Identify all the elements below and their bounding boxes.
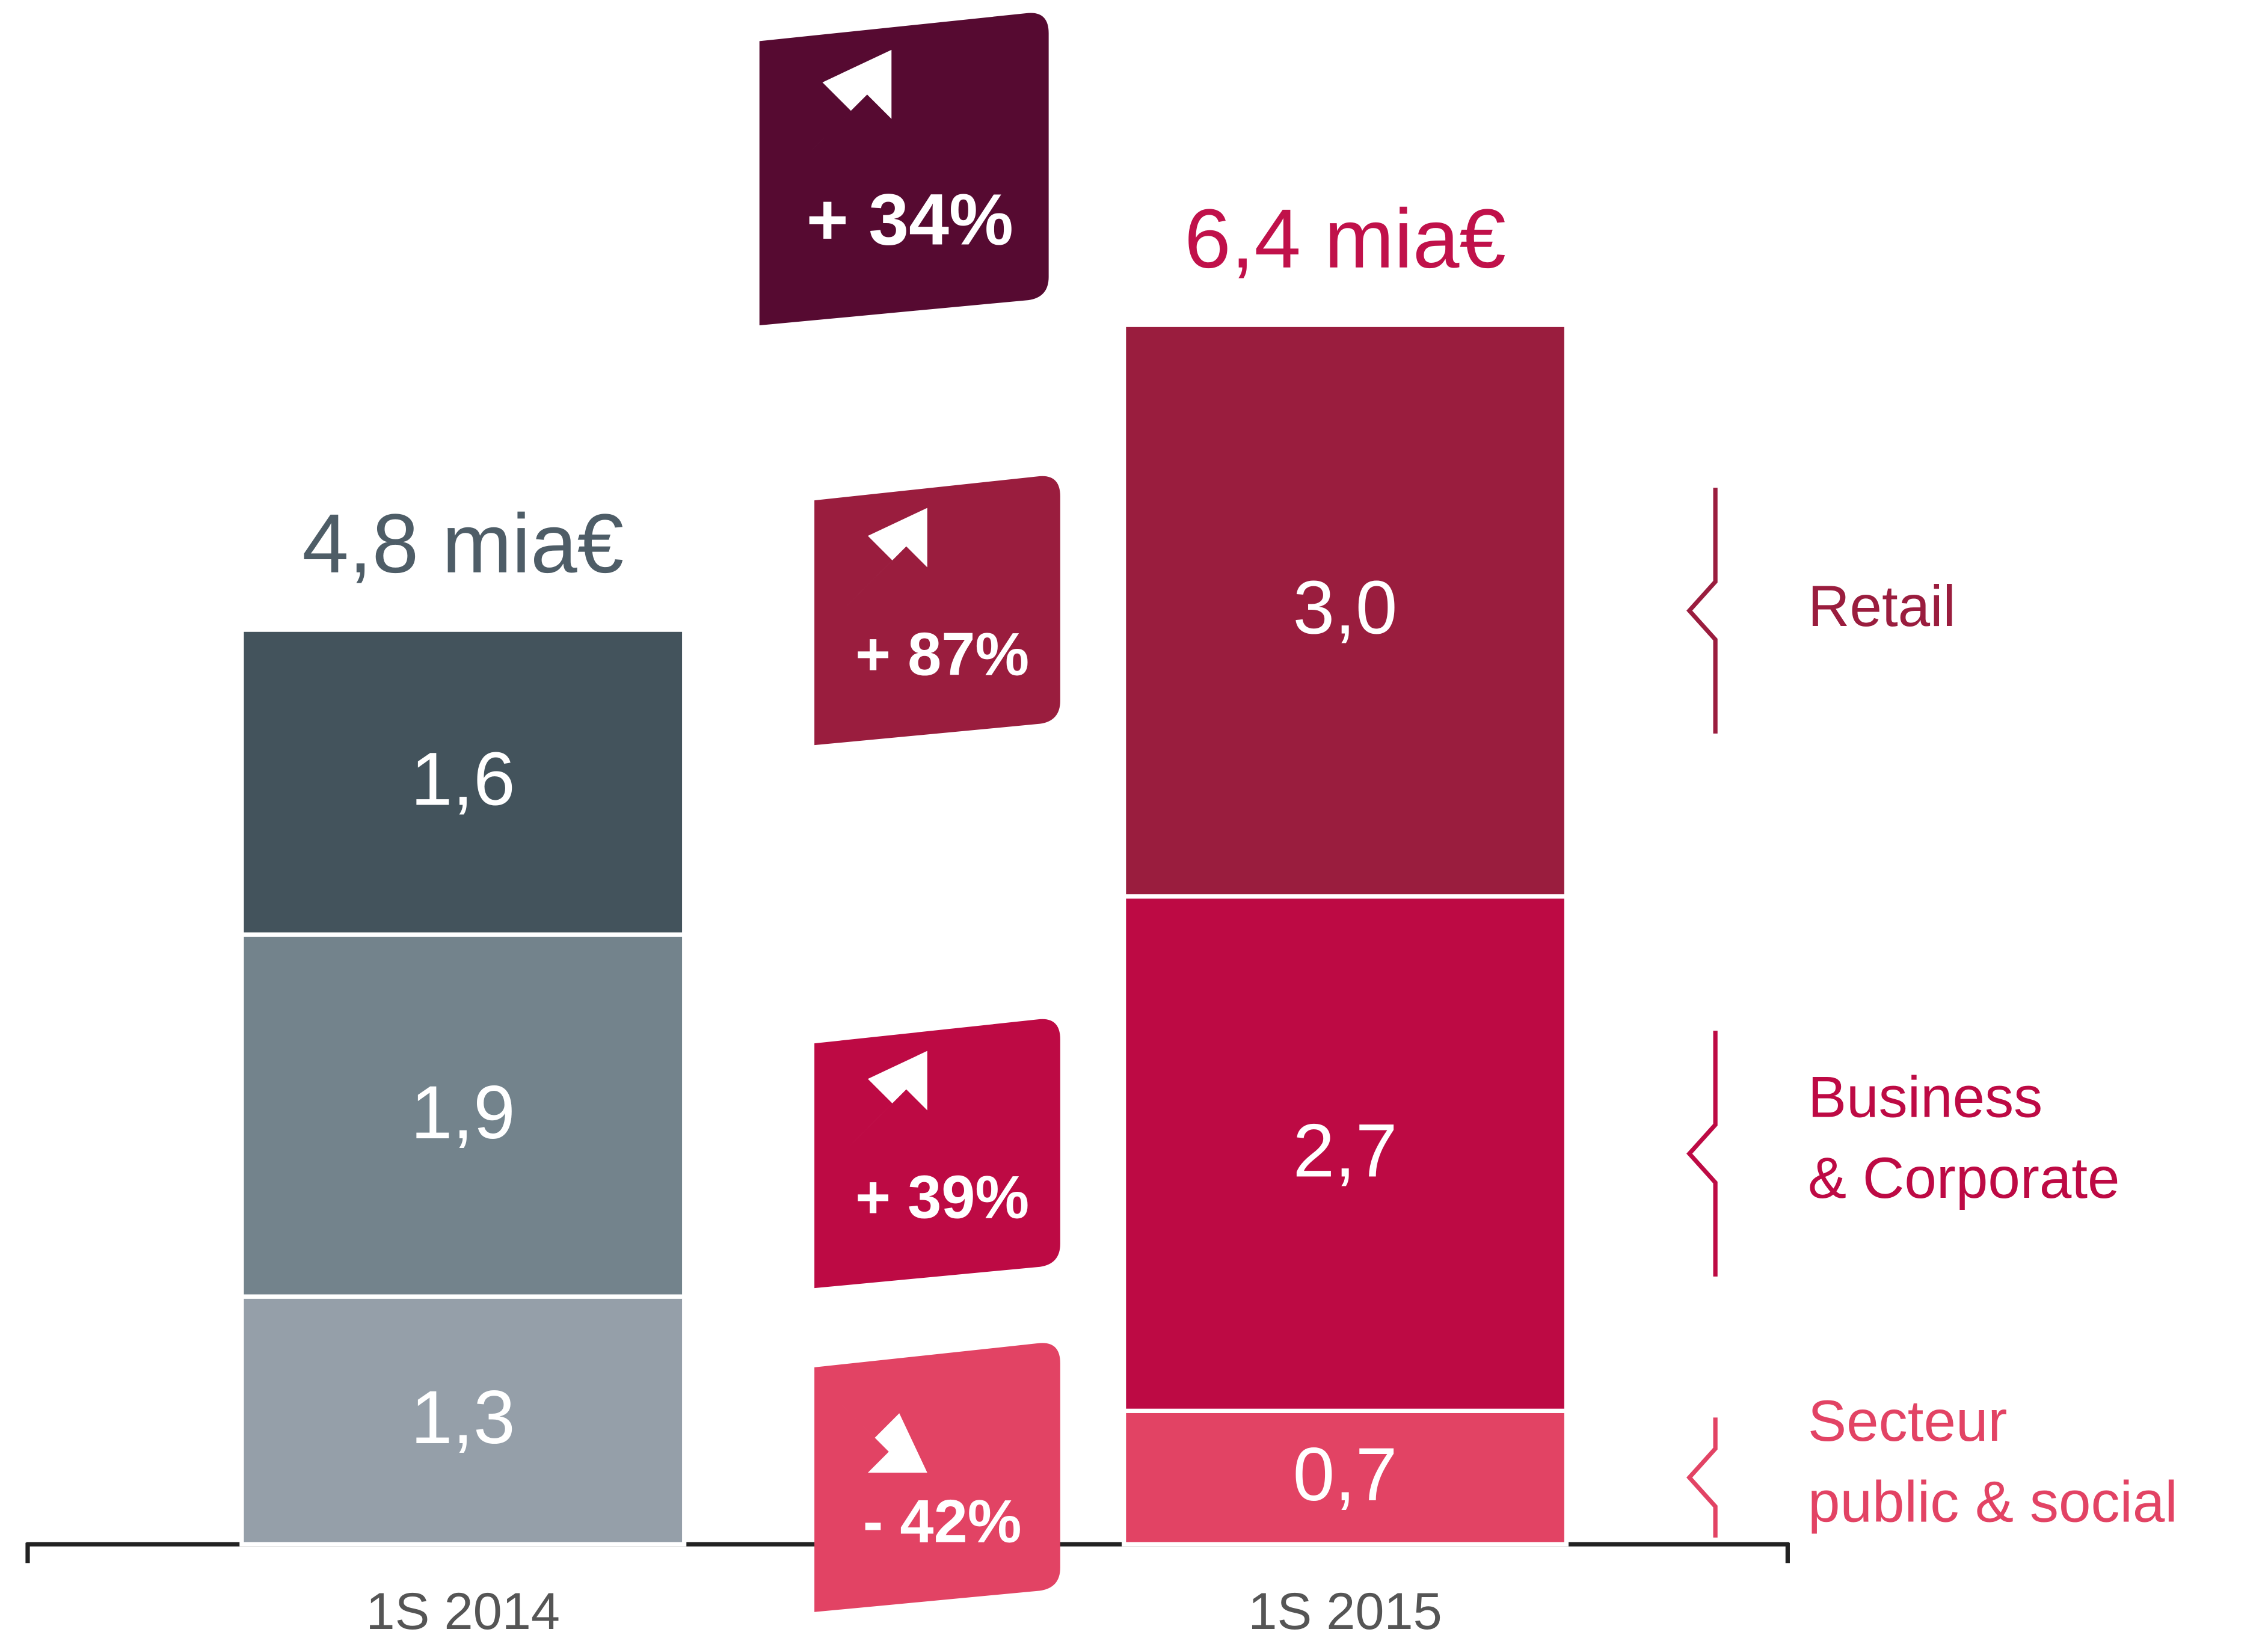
legend-label: Retail xyxy=(1808,574,1956,639)
badge-label: + 34% xyxy=(807,180,1013,260)
arrow-icon xyxy=(847,1051,927,1149)
value-label: 3,0 xyxy=(1293,566,1398,649)
arrow xyxy=(797,49,892,164)
change-badge: + 39% xyxy=(814,1019,1060,1289)
value-label: 2,7 xyxy=(1293,1109,1398,1192)
bar-segment xyxy=(239,627,687,937)
bar-segment xyxy=(1122,322,1569,899)
badge-label: + 39% xyxy=(855,1164,1029,1231)
bar-segment xyxy=(239,1294,687,1547)
badge-label: + 87% xyxy=(855,621,1029,689)
arrow-icon xyxy=(847,508,927,606)
legend-label: Business xyxy=(1808,1065,2042,1129)
badge-label: - 42% xyxy=(863,1488,1022,1555)
change-badge: + 87% xyxy=(814,476,1060,746)
brace xyxy=(1686,1417,1718,1538)
arrow xyxy=(829,1392,927,1473)
legend-label: & Corporate xyxy=(1808,1146,2120,1210)
total-label: 4,8 mia€ xyxy=(302,497,624,590)
change-badge: - 42% xyxy=(814,1343,1060,1612)
arrow-icon xyxy=(797,49,892,164)
value-label: 1,9 xyxy=(411,1071,515,1155)
brace xyxy=(1686,488,1718,734)
value-label: 0,7 xyxy=(1293,1433,1398,1517)
value-label: 1,6 xyxy=(411,738,515,821)
arrow xyxy=(847,1051,927,1149)
change-badge: + 34% xyxy=(759,13,1049,326)
legend-label: public & social xyxy=(1808,1470,2178,1535)
brace xyxy=(1686,1031,1718,1277)
arrow-icon xyxy=(829,1392,927,1473)
value-label: 1,3 xyxy=(411,1376,515,1459)
x-tick-label: 1S 2014 xyxy=(366,1583,560,1640)
arrow xyxy=(847,508,927,606)
badge-shape xyxy=(814,1343,1060,1612)
legend-label: Secteur xyxy=(1808,1389,2007,1453)
badge-shape xyxy=(759,13,1049,326)
badge-shape xyxy=(814,1019,1060,1289)
x-tick-label: 1S 2015 xyxy=(1248,1583,1442,1640)
bar-segment xyxy=(1122,1408,1569,1547)
total-label: 6,4 mia€ xyxy=(1184,192,1506,286)
badge-shape xyxy=(814,476,1060,746)
